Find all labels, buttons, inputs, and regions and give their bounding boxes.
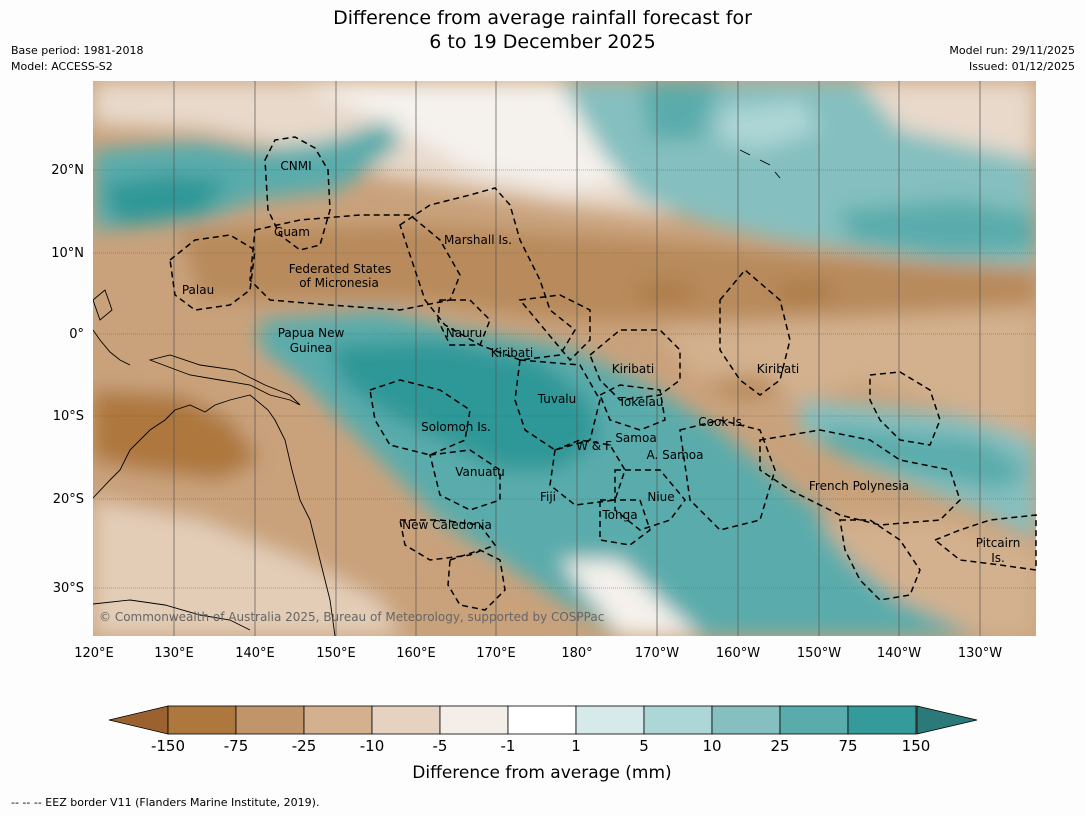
colorbar-box: [779, 705, 849, 735]
colorbar-tick-label: -25: [292, 737, 317, 755]
colorbar-tick-label: -10: [360, 737, 385, 755]
colorbar-box: [847, 705, 917, 735]
region-label-french-polynesia: French Polynesia: [809, 479, 909, 493]
lat-label: 10°S: [53, 409, 84, 424]
region-label-american-samoa: A. Samoa: [647, 448, 704, 462]
colorbar: -150 -75 -25 -10 -5 -1 1 5 10 25 75 150 Difference …: [108, 705, 978, 783]
region-label-tonga: Tonga: [601, 508, 637, 522]
colorbar-right-arrow: [916, 705, 978, 735]
region-label-nauru: Nauru: [446, 326, 482, 340]
lat-label: 20°S: [53, 492, 84, 507]
colorbar-box: [167, 705, 237, 735]
region-label-tuvalu: Tuvalu: [537, 392, 577, 406]
region-label-fsm-line1: Federated States: [289, 262, 391, 276]
lon-label: 150°E: [316, 646, 356, 661]
colorbar-box: [371, 705, 441, 735]
region-label-wallis-futuna: W & F: [576, 439, 612, 453]
colorbar-tick-label: -75: [224, 737, 249, 755]
lon-label: 180°: [561, 646, 592, 661]
region-label-vanuatu: Vanuatu: [455, 465, 505, 479]
lon-label: 140°W: [877, 646, 921, 661]
lon-label: 130°W: [958, 646, 1002, 661]
region-label-fiji: Fiji: [540, 490, 556, 504]
colorbar-tick-label: 75: [838, 737, 857, 755]
colorbar-title: Difference from average (mm): [412, 763, 671, 783]
region-label-niue: Niue: [647, 490, 674, 504]
region-label-kiribati-central: Kiribati: [612, 362, 654, 376]
colorbar-left-arrow: [108, 705, 169, 735]
region-label-new-caledonia: New Caledonia: [402, 518, 492, 532]
colorbar-box: [235, 705, 305, 735]
meta-right: Model run: 29/11/2025 Issued: 01/12/2025: [949, 43, 1075, 75]
lat-label: 10°N: [51, 246, 84, 261]
colorbar-box: [711, 705, 781, 735]
model-name: Model: ACCESS-S2: [11, 60, 113, 73]
lon-label: 140°E: [235, 646, 275, 661]
lon-label: 170°W: [635, 646, 679, 661]
lat-axis-labels: 20°N 10°N 0° 10°S 20°S 30°S: [51, 163, 84, 596]
lon-label: 130°E: [154, 646, 194, 661]
colorbar-tick-label: 5: [639, 737, 649, 755]
colorbar-box: [439, 705, 509, 735]
lon-label: 150°W: [797, 646, 841, 661]
colorbar-box: [507, 705, 577, 735]
longitude-gridlines: [173, 81, 981, 636]
eez-footnote: -- -- -- EEZ border V11 (Flanders Marine…: [11, 796, 320, 809]
region-label-samoa: Samoa: [615, 431, 656, 445]
coastlines: [93, 149, 781, 636]
colorbar-box: [303, 705, 373, 735]
region-label-pitcairn-line2: Is.: [991, 551, 1005, 565]
lon-axis-labels: 120°E 130°E 140°E 150°E 160°E 170°E 180°…: [74, 646, 1002, 661]
lat-label: 20°N: [51, 163, 84, 178]
colorbar-tick-label: 1: [571, 737, 581, 755]
region-label-tokelau: Tokelau: [618, 395, 664, 409]
colorbar-tick-label: 25: [770, 737, 789, 755]
colorbar-boxes: [167, 705, 917, 735]
lon-label: 170°E: [476, 646, 516, 661]
colorbar-tick-label: -5: [433, 737, 448, 755]
meta-left: Base period: 1981-2018 Model: ACCESS-S2: [11, 43, 143, 75]
base-period: Base period: 1981-2018: [11, 44, 144, 57]
region-label-palau: Palau: [182, 283, 214, 297]
colorbar-tick-label: -150: [151, 737, 185, 755]
region-label-kiribati-west: Kiribati: [491, 346, 533, 360]
colorbar-box: [643, 705, 713, 735]
region-label-cook-islands: Cook Is.: [698, 415, 745, 429]
region-label-marshall-islands: Marshall Is.: [444, 233, 512, 247]
chart-title-line1: Difference from average rainfall forecas…: [333, 7, 752, 29]
colorbar-tick-label: -1: [501, 737, 516, 755]
region-label-png-line2: Guinea: [290, 341, 333, 355]
region-label-guam: Guam: [274, 225, 310, 239]
colorbar-tick-label: 150: [902, 737, 931, 755]
eez-borders: [169, 136, 1037, 611]
copyright-notice: © Commonwealth of Australia 2025, Bureau…: [99, 610, 604, 624]
rainfall-field: [93, 81, 1036, 636]
lon-label: 160°E: [396, 646, 436, 661]
colorbar-labels: -150 -75 -25 -10 -5 -1 1 5 10 25 75 150: [151, 737, 930, 755]
region-label-solomon-islands: Solomon Is.: [421, 420, 491, 434]
lon-label: 120°E: [74, 646, 114, 661]
colorbar-tick-label: 10: [702, 737, 721, 755]
colorbar-box: [575, 705, 645, 735]
region-labels: CNMI Guam Marshall Is. Federated States …: [182, 159, 1020, 565]
region-label-cnmi: CNMI: [280, 159, 311, 173]
lat-label: 30°S: [53, 581, 84, 596]
model-run: Model run: 29/11/2025: [949, 44, 1075, 57]
lat-label: 0°: [69, 327, 84, 342]
region-label-fsm-line2: of Micronesia: [299, 276, 379, 290]
region-label-kiribati-east: Kiribati: [757, 362, 799, 376]
issued-date: Issued: 01/12/2025: [968, 60, 1075, 73]
chart-title-line2: 6 to 19 December 2025: [429, 31, 656, 53]
region-label-pitcairn-line1: Pitcairn: [976, 536, 1021, 550]
region-label-png-line1: Papua New: [278, 326, 345, 340]
lon-label: 160°W: [716, 646, 760, 661]
